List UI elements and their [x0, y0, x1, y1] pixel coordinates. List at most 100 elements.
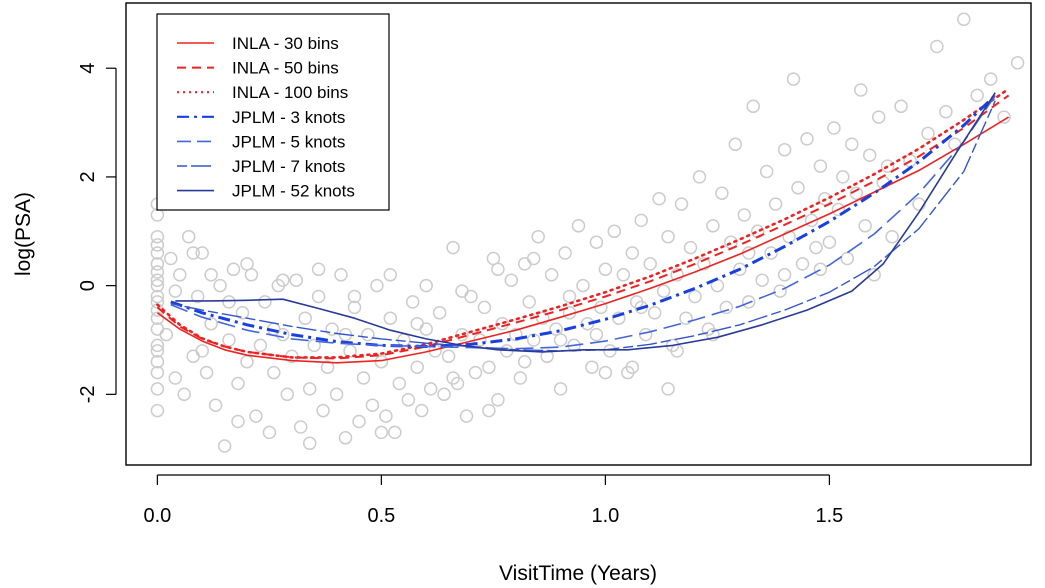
scatter-point	[517, 354, 532, 369]
scatter-point	[845, 137, 859, 152]
scatter-point	[679, 311, 693, 325]
scatter-point	[719, 300, 734, 315]
scatter-point	[755, 273, 769, 287]
scatter-point	[544, 268, 559, 282]
scatter-point	[168, 284, 183, 298]
scatter-point	[383, 311, 398, 325]
scatter-point	[634, 213, 648, 228]
scatter-point	[316, 403, 330, 418]
scatter-point	[204, 316, 218, 331]
scatter-point	[459, 409, 474, 423]
scatter-point	[715, 186, 729, 200]
scatter-point	[208, 398, 223, 412]
scatter-point	[894, 99, 908, 114]
scatter-point	[446, 371, 460, 385]
scatter-point	[612, 311, 626, 325]
scatter-point	[374, 425, 389, 440]
scatter-point	[150, 344, 165, 358]
scatter-point	[553, 382, 568, 396]
legend-label: JPLM - 3 knots	[232, 108, 345, 127]
scatter-point	[504, 273, 519, 287]
scatter-point	[262, 425, 277, 440]
scatter-point	[607, 224, 622, 239]
scatter-point	[347, 289, 362, 304]
scatter-point	[150, 365, 165, 380]
x-tick-label: 1.5	[815, 505, 843, 527]
scatter-point	[347, 300, 362, 315]
legend-label: JPLM - 7 knots	[232, 157, 345, 176]
legend-label: INLA - 50 bins	[232, 59, 339, 78]
scatter-point	[647, 306, 662, 320]
series-line-6	[170, 100, 996, 352]
scatter-point	[150, 257, 165, 271]
scatter-point	[728, 137, 743, 152]
scatter-point	[276, 273, 290, 287]
scatter-point	[334, 268, 348, 282]
scatter-point	[405, 295, 420, 309]
fitted-curves	[156, 87, 1010, 364]
scatter-point	[818, 191, 832, 206]
scatter-point	[822, 235, 837, 249]
scatter-point	[468, 365, 483, 380]
scatter-point	[414, 403, 429, 418]
scatter-point	[240, 257, 254, 271]
scatter-point	[338, 431, 353, 445]
scatter-point	[692, 170, 707, 184]
scatter-point	[804, 213, 819, 228]
scatter-point	[854, 83, 868, 97]
scatter-point	[849, 186, 864, 200]
scatter-point	[329, 387, 344, 402]
scatter-point	[571, 219, 586, 233]
scatter-point	[150, 403, 165, 418]
scatter-point	[320, 360, 335, 374]
scatter-point	[325, 322, 339, 336]
scatter-point	[885, 229, 899, 244]
scatter-point	[365, 398, 380, 412]
scatter-point	[432, 306, 447, 320]
scatter-point	[491, 262, 505, 277]
scatter-point	[231, 414, 245, 429]
scatter-point	[379, 409, 393, 423]
scatter-point	[782, 229, 796, 244]
scatter-point	[768, 197, 783, 211]
scatter-point	[213, 278, 227, 293]
legend-label: JPLM - 5 knots	[232, 132, 345, 151]
scatter-point	[836, 170, 850, 184]
scatter-point	[513, 371, 528, 385]
scatter-point	[352, 414, 366, 429]
scatter-point	[598, 365, 613, 380]
series-line-5	[170, 94, 996, 350]
scatter-point	[522, 295, 536, 309]
scatter-point	[419, 278, 433, 293]
scatter-point	[970, 88, 984, 103]
scatter-point	[437, 387, 451, 402]
scatter-point	[800, 132, 814, 146]
scatter-point	[939, 104, 953, 119]
scatter-point	[199, 365, 214, 380]
legend-label: INLA - 30 bins	[232, 34, 339, 53]
scatter-point	[813, 159, 828, 173]
scatter-point	[226, 262, 241, 277]
scatter-point	[235, 306, 250, 320]
scatter-point	[150, 338, 165, 353]
scatter-point	[1010, 56, 1025, 70]
scatter-point	[759, 164, 774, 179]
scatter-point	[446, 240, 460, 255]
scatter-point	[231, 376, 245, 391]
x-axis-title: VisitTime (Years)	[499, 562, 657, 585]
scatter-point	[168, 371, 183, 385]
scatter-point	[249, 409, 263, 423]
scatter-point	[280, 387, 295, 402]
scatter-point	[540, 349, 554, 364]
scatter-point	[656, 284, 671, 298]
scatter-point	[401, 393, 416, 407]
scatter-point	[827, 121, 841, 135]
scatter-point	[625, 360, 640, 374]
scatter-point	[773, 284, 787, 298]
scatter-point	[688, 289, 702, 304]
scatter-point	[661, 229, 675, 244]
scatter-point	[150, 354, 165, 369]
scatter-point	[643, 257, 657, 271]
scatter-point	[558, 246, 572, 260]
scatter-point	[589, 235, 604, 249]
